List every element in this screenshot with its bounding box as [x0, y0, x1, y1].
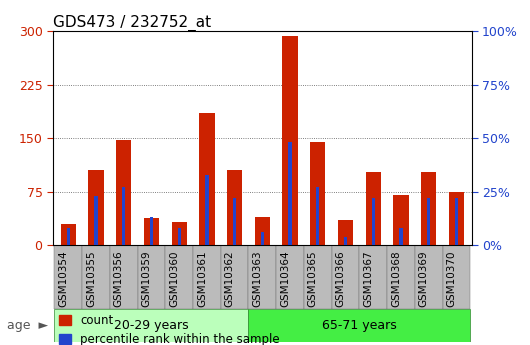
Bar — [233, 198, 236, 245]
Bar — [249, 309, 470, 342]
Bar — [344, 237, 347, 245]
Bar — [443, 245, 470, 309]
Text: GSM10368: GSM10368 — [391, 250, 401, 307]
Bar — [282, 36, 298, 245]
Bar — [366, 172, 381, 245]
Bar — [455, 198, 458, 245]
Bar — [144, 218, 159, 245]
Bar — [399, 228, 403, 245]
Text: GSM10360: GSM10360 — [169, 250, 179, 307]
Text: GSM10363: GSM10363 — [252, 250, 262, 307]
Bar — [449, 192, 464, 245]
Bar — [138, 245, 165, 309]
Bar — [110, 245, 138, 309]
Bar — [60, 224, 76, 245]
Text: GSM10354: GSM10354 — [58, 250, 68, 307]
Bar — [261, 232, 264, 245]
Bar — [89, 170, 103, 245]
Bar — [55, 309, 249, 342]
Text: GSM10361: GSM10361 — [197, 250, 207, 307]
Bar — [427, 198, 430, 245]
Bar — [421, 172, 436, 245]
Text: GSM10365: GSM10365 — [308, 250, 318, 307]
Text: GSM10356: GSM10356 — [114, 250, 123, 307]
Bar — [193, 245, 221, 309]
Bar — [172, 221, 187, 245]
Text: GSM10367: GSM10367 — [363, 250, 373, 307]
Bar — [116, 140, 131, 245]
Text: GSM10362: GSM10362 — [225, 250, 235, 307]
Bar — [372, 198, 375, 245]
Bar — [332, 245, 359, 309]
Text: GSM10370: GSM10370 — [446, 250, 456, 307]
Bar — [178, 228, 181, 245]
Text: 20-29 years: 20-29 years — [114, 319, 189, 332]
Bar — [304, 245, 332, 309]
Text: age  ►: age ► — [6, 319, 48, 332]
Text: GSM10364: GSM10364 — [280, 250, 290, 307]
Bar — [221, 245, 249, 309]
Bar — [205, 175, 209, 245]
Bar — [310, 142, 325, 245]
Legend: count, percentile rank within the sample: count, percentile rank within the sample — [59, 314, 280, 345]
Text: GSM10369: GSM10369 — [419, 250, 429, 307]
Text: 65-71 years: 65-71 years — [322, 319, 397, 332]
Text: GDS473 / 232752_at: GDS473 / 232752_at — [53, 15, 211, 31]
Bar — [255, 217, 270, 245]
Bar — [199, 113, 215, 245]
Bar — [165, 245, 193, 309]
Bar — [150, 217, 153, 245]
Bar — [227, 170, 242, 245]
Bar — [387, 245, 415, 309]
Bar — [94, 196, 98, 245]
Bar — [338, 220, 353, 245]
Text: GSM10366: GSM10366 — [335, 250, 346, 307]
Bar — [288, 142, 292, 245]
Text: GSM10359: GSM10359 — [142, 250, 152, 307]
Bar — [82, 245, 110, 309]
Bar — [276, 245, 304, 309]
Bar — [122, 187, 126, 245]
Bar — [55, 245, 82, 309]
Bar — [415, 245, 443, 309]
Bar — [249, 245, 276, 309]
Bar — [316, 187, 320, 245]
Bar — [67, 228, 70, 245]
Bar — [393, 195, 409, 245]
Text: GSM10355: GSM10355 — [86, 250, 96, 307]
Bar — [359, 245, 387, 309]
